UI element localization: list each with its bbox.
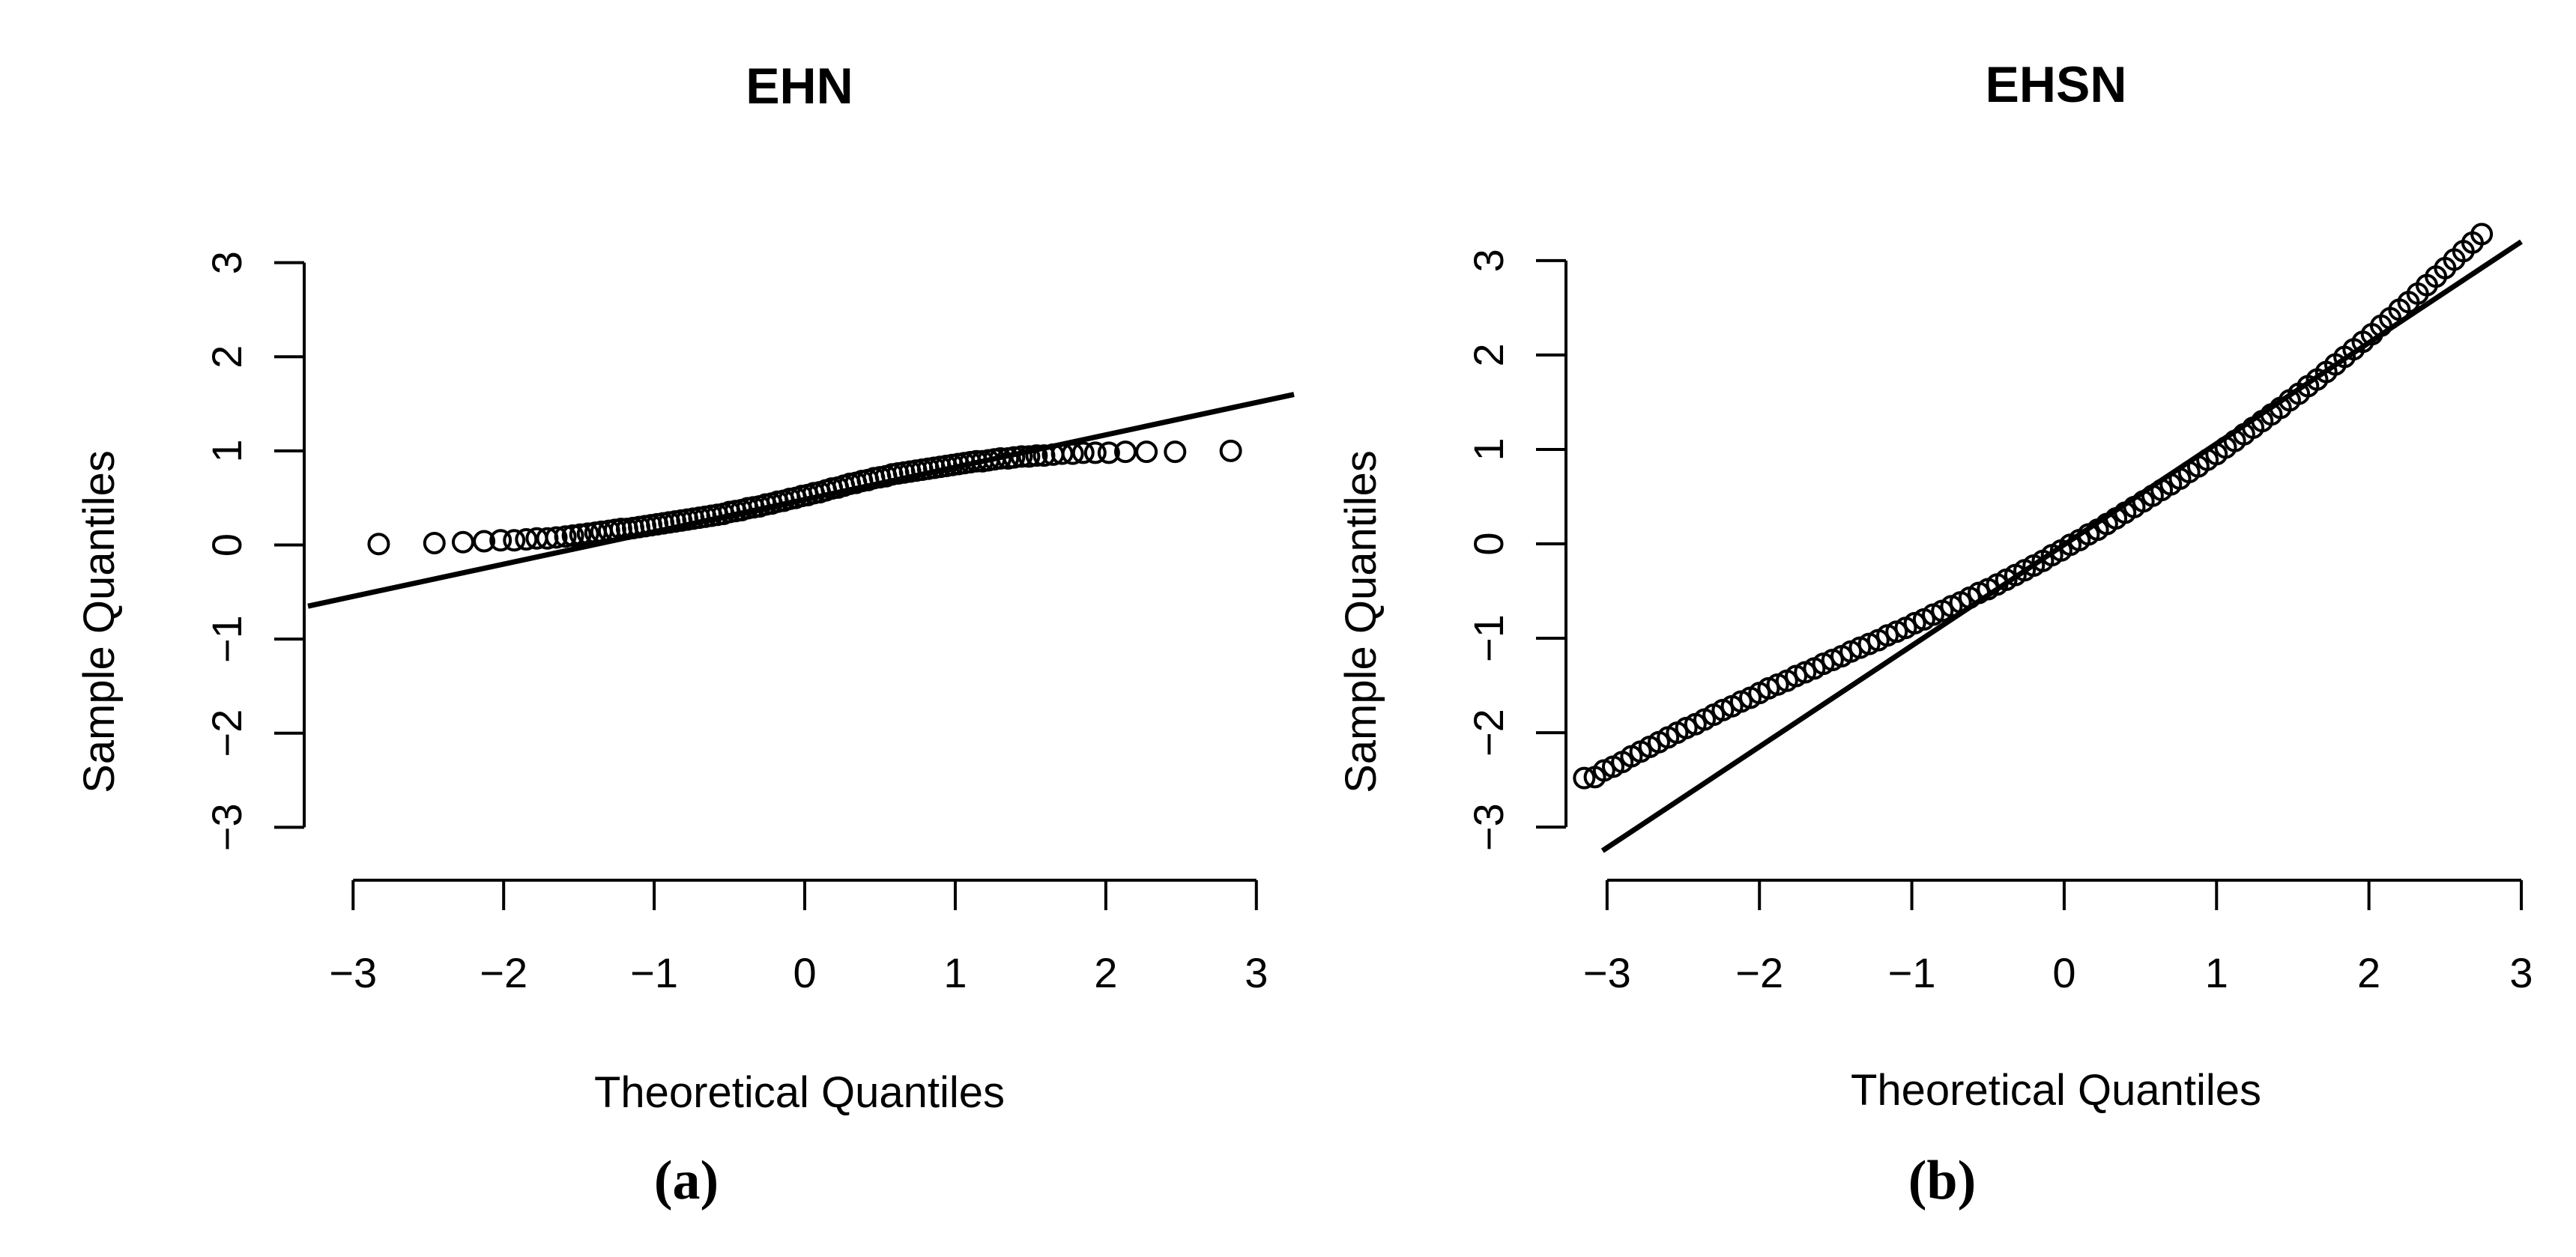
data-point (1010, 445, 1033, 468)
data-point (989, 446, 1012, 470)
y-tick-label: −3 (1465, 803, 1512, 851)
y-tick-label: 2 (203, 345, 250, 369)
data-point (1573, 766, 1596, 790)
y-tick-label: −1 (203, 615, 250, 663)
data-point (503, 529, 526, 552)
x-tick-label: 0 (2052, 949, 2075, 996)
x-tick-label: 2 (1094, 949, 1117, 996)
y-axis-label: Sample Quantiles (75, 450, 124, 793)
x-tick-label: −3 (1583, 949, 1631, 996)
data-point (1050, 442, 1074, 465)
x-tick-label: 1 (943, 949, 967, 996)
x-tick-label: 0 (793, 949, 816, 996)
data-point (1097, 441, 1120, 464)
data-point (1219, 439, 1242, 462)
y-tick-label: 0 (1465, 532, 1512, 555)
chart-title: EHN (746, 58, 853, 115)
y-tick-label: 3 (1465, 249, 1512, 272)
y-tick-label: 1 (203, 439, 250, 462)
data-point (451, 530, 474, 554)
data-point (1164, 440, 1187, 464)
panel-caption: (b) (1908, 1150, 1976, 1211)
data-point (569, 523, 592, 546)
x-tick-label: −1 (630, 949, 678, 996)
data-point (1083, 441, 1107, 464)
x-tick-label: 2 (2357, 949, 2380, 996)
x-tick-label: −3 (329, 949, 377, 996)
x-tick-label: −1 (1888, 949, 1936, 996)
x-tick-label: 1 (2205, 949, 2228, 996)
y-tick-label: −1 (1465, 614, 1512, 662)
panel-ehsn: EHSN Sample Quantiles Theoretical Quanti… (1337, 56, 2533, 1211)
data-point (489, 529, 513, 552)
x-tick-label: 3 (1245, 949, 1268, 996)
data-point (1025, 444, 1048, 467)
y-tick-label: −3 (203, 803, 250, 851)
data-point (2470, 222, 2494, 246)
data-point (1003, 446, 1026, 469)
data-point (545, 526, 568, 549)
data-point (515, 527, 538, 551)
y-tick-label: 2 (1465, 343, 1512, 366)
x-axis-label: Theoretical Quantiles (1851, 1066, 2261, 1115)
data-point (473, 530, 496, 553)
data-point (1018, 445, 1041, 468)
data-point (1071, 441, 1095, 464)
x-tick-label: 3 (2509, 949, 2533, 996)
chart-title: EHSN (1986, 56, 2127, 113)
x-tick-label: −2 (480, 949, 527, 996)
data-point (1061, 442, 1084, 465)
y-tick-label: −2 (203, 709, 250, 757)
panel-ehn: EHN Sample Quantiles Theoretical Quantil… (75, 58, 1295, 1211)
data-point (423, 531, 446, 554)
y-axis-label: Sample Quantiles (1337, 450, 1385, 793)
y-tick-label: −2 (1465, 709, 1512, 757)
y-tick-label: 3 (203, 251, 250, 274)
data-point (1135, 440, 1158, 464)
data-point (554, 525, 577, 548)
panel-caption: (a) (654, 1150, 719, 1211)
data-point (367, 533, 390, 556)
data-point (1113, 440, 1137, 464)
y-tick-label: 0 (203, 533, 250, 557)
x-axis-label: Theoretical Quantiles (594, 1068, 1005, 1117)
data-point (561, 524, 584, 547)
data-point (576, 522, 599, 545)
x-tick-label: −2 (1735, 949, 1783, 996)
y-tick-label: 1 (1465, 437, 1512, 461)
